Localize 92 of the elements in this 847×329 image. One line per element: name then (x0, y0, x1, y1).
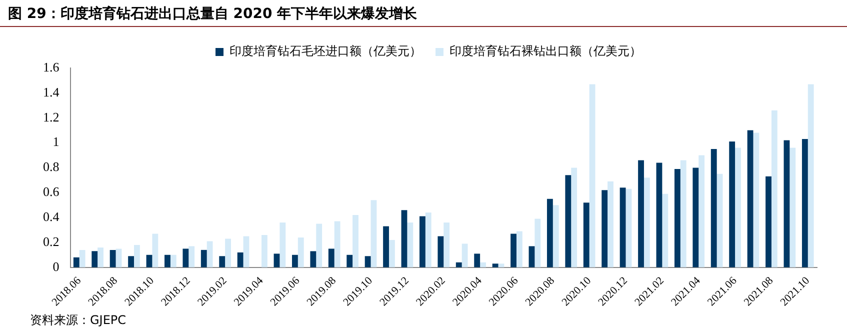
bar (219, 256, 226, 268)
bar (298, 237, 304, 268)
bar (674, 168, 680, 268)
bar (735, 148, 741, 268)
bar (474, 254, 480, 268)
bar (407, 222, 414, 268)
bar (510, 234, 516, 268)
bar (334, 221, 340, 268)
bar (462, 244, 468, 268)
bar (808, 84, 814, 268)
bar (516, 231, 522, 268)
y-tick-label: 0.2 (43, 234, 60, 249)
y-tick-label: 0.4 (43, 208, 60, 224)
bar (438, 236, 444, 268)
bar (164, 254, 170, 268)
bar (747, 130, 754, 268)
bar (571, 168, 578, 268)
bar (456, 262, 462, 268)
bar (261, 234, 268, 268)
bar (110, 250, 116, 268)
y-tick-label: 1.4 (43, 84, 60, 100)
bar (310, 251, 316, 268)
bar (444, 222, 450, 268)
y-tick-label: 1 (52, 134, 60, 150)
bar (716, 174, 723, 268)
bar (206, 241, 213, 268)
bar (370, 200, 377, 268)
bar (98, 247, 104, 268)
bar (638, 160, 644, 268)
bar (170, 254, 176, 268)
bar (589, 84, 596, 268)
bar (280, 222, 286, 268)
bar (620, 188, 626, 268)
y-tick-label: 0.8 (43, 159, 60, 174)
bar (328, 248, 334, 268)
bar (528, 246, 535, 268)
bar (729, 142, 736, 268)
bar (419, 216, 426, 268)
bar (243, 236, 250, 268)
bar (602, 190, 608, 268)
bar (692, 168, 699, 268)
legend-label: 印度培育钻石裸钻出口额（亿美元） (450, 44, 642, 58)
bar (608, 181, 614, 268)
bar (152, 234, 158, 268)
bar (766, 176, 772, 268)
bar (656, 162, 662, 268)
bar (771, 110, 778, 268)
legend-label: 印度培育钻石毛坯进口额（亿美元） (230, 44, 422, 58)
text: 资料来源：GJEPC (29, 312, 128, 328)
bar (182, 248, 189, 268)
y-tick-label: 0 (52, 258, 60, 274)
bar (680, 160, 686, 268)
bar (364, 256, 371, 268)
bar (388, 240, 395, 268)
bar (352, 215, 358, 268)
bar (383, 226, 389, 268)
bar (480, 262, 486, 268)
bar (698, 155, 705, 268)
bar (274, 254, 280, 268)
bar (753, 132, 760, 268)
y-tick-label: 1.2 (43, 109, 60, 124)
chart-title: 图 29：印度培育钻石进出口总量自 2020 年下半年以来爆发增长 (0, 0, 847, 27)
bar (492, 264, 498, 268)
bar (79, 250, 86, 268)
bar (128, 256, 134, 268)
bar (552, 205, 559, 268)
bar (710, 149, 717, 268)
bar (225, 238, 231, 268)
bar (92, 251, 98, 268)
bar (784, 140, 790, 268)
bar (346, 254, 353, 268)
bar (116, 248, 122, 268)
bar (200, 250, 207, 268)
bar (425, 212, 432, 268)
bar (565, 175, 572, 268)
bar (188, 246, 195, 268)
y-tick-label: 0.6 (43, 184, 60, 200)
bar (662, 194, 668, 268)
bar (73, 257, 80, 268)
bar (583, 202, 590, 268)
bar (237, 252, 244, 268)
bar (546, 198, 553, 268)
bar (802, 139, 808, 268)
bar (790, 148, 796, 268)
bar (292, 254, 298, 268)
bar (534, 218, 541, 268)
y-tick-label: 1.6 (43, 59, 60, 74)
bar (644, 178, 650, 268)
bar (134, 244, 140, 268)
bar (401, 210, 408, 268)
bar (626, 188, 632, 268)
bar (316, 224, 322, 268)
